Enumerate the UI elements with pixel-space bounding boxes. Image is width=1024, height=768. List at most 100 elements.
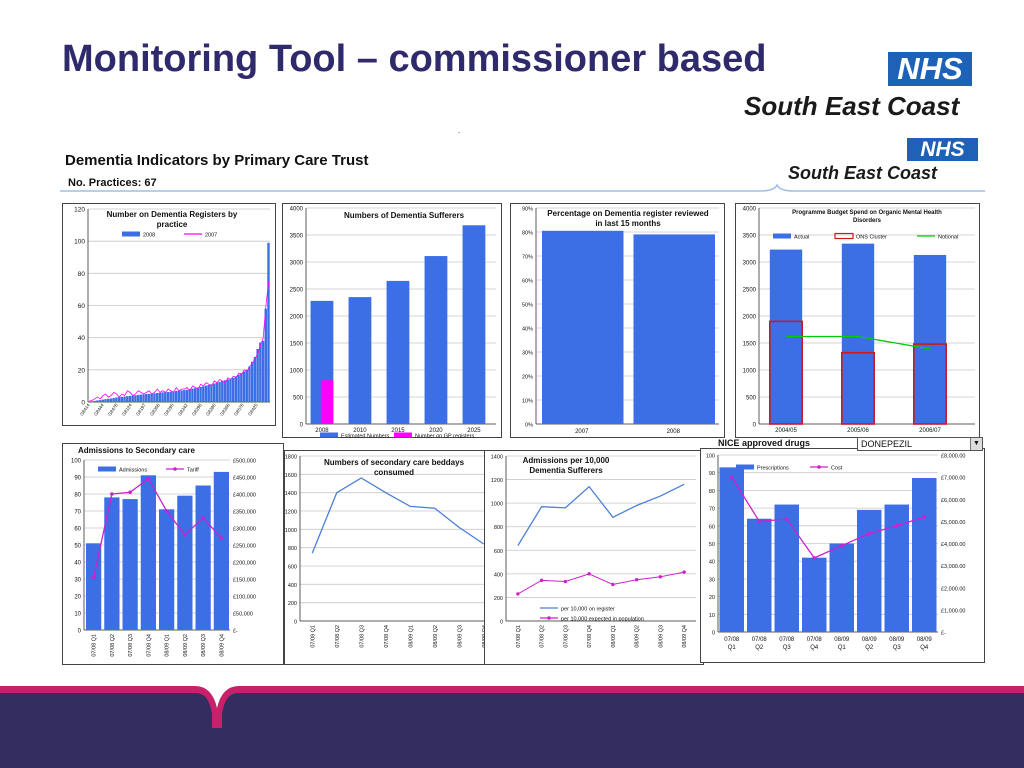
y-tick-label: 50% (522, 303, 533, 309)
y2-tick-label: £2,000.00 (941, 586, 965, 592)
x-tick-label: 07/08 (724, 637, 740, 643)
dashboard-divider (60, 184, 985, 192)
y-tick-label: 80% (522, 231, 533, 237)
y-tick-label: 40% (522, 327, 533, 333)
line-notional (786, 335, 931, 350)
bar-2008 (120, 396, 124, 402)
y2-tick-label: £- (941, 631, 946, 637)
y-tick-label: 90 (709, 471, 715, 477)
bar-2008 (253, 356, 257, 402)
bar-2008 (101, 399, 104, 402)
bar-2008 (153, 393, 156, 402)
population-point (539, 578, 544, 583)
y-tick-label: 80 (74, 493, 81, 499)
bar-2008 (166, 392, 170, 402)
bar-2008 (242, 371, 246, 402)
y-tick-label: 1500 (290, 342, 304, 348)
y2-tick-label: £5,000.00 (941, 520, 965, 526)
chart-percentage-reviewed: 0% 10% 20% 30% 40% 50% 60% 70% 80% 90% 2007 2008 Per… (510, 203, 725, 438)
drug-dropdown[interactable]: DONEPEZIL ▼ (857, 437, 983, 451)
chart-title: Programme Budget Spend on Organic Mental… (792, 210, 942, 216)
y-tick-label: 10% (522, 399, 533, 405)
bar-2008 (215, 382, 219, 402)
bar-2008 (145, 393, 148, 402)
tariff-point (110, 492, 114, 496)
y2-tick-label: £1,000.00 (941, 608, 965, 614)
bar-2008 (93, 400, 96, 402)
y-tick-label: 0 (294, 620, 297, 626)
legend-label: Notional (938, 234, 958, 240)
bar-2008 (250, 361, 254, 402)
line-beddays (311, 477, 485, 554)
bar-actual (913, 254, 947, 424)
line-per-population (517, 571, 685, 595)
bar-2008 (183, 390, 186, 402)
chart-dementia-sufferers: 0 500 1000 1500 2000 2500 3000 3500 4000 Numbers … (282, 203, 502, 438)
legend-swatch (834, 232, 854, 240)
y-tick-label: 0 (300, 423, 304, 429)
y2-tick-label: £300,000 (233, 527, 256, 533)
x-tick-label: 07/08 Q3 (359, 625, 365, 648)
bar-2008 (212, 383, 216, 402)
bar-ons-cluster (913, 343, 948, 425)
legend-marker (173, 467, 177, 471)
y-tick-label: 4000 (743, 207, 757, 213)
x-tick-label: 07/08 Q4 (146, 634, 152, 657)
x-tick-label: 07/08 Q3 (563, 625, 569, 648)
bar-2008 (115, 397, 118, 402)
bar-reviewed (633, 234, 715, 424)
bar-2008 (248, 366, 251, 402)
y-tick-label: 400 (494, 572, 503, 578)
x-tick-label: 2006/07 (919, 428, 941, 434)
y2-tick-label: £7,000.00 (941, 476, 965, 482)
x-tick-label: 2010 (353, 428, 367, 434)
y-tick-label: 100 (71, 459, 82, 465)
nhs-logo-badge: NHS (888, 52, 972, 86)
chart-dementia-registers: 0 20 40 60 80 100 120 Number on Dementia Regist… (62, 203, 276, 426)
bar-2008 (158, 392, 162, 402)
y-tick-label: 10 (709, 613, 715, 619)
x-tick-label: 07/08 Q1 (310, 625, 316, 648)
y-tick-label: 10 (74, 612, 81, 618)
chart-title: consumed (374, 468, 414, 477)
y-tick-label: 90 (74, 476, 81, 482)
bar-prescriptions (774, 504, 799, 632)
bar-2008 (188, 389, 191, 402)
bar-2008 (261, 340, 265, 402)
legend-label: per 10,000 expected in population (561, 616, 644, 622)
population-point (682, 570, 686, 574)
x-tick-label: 07/08 Q2 (540, 625, 546, 648)
x-tick-label: 08/09 Q1 (165, 634, 171, 657)
x-tick-label: 07/08 (779, 637, 795, 643)
tariff-point (164, 509, 169, 513)
x-tick-label: 08/09 Q3 (457, 625, 463, 648)
tariff-point (219, 536, 224, 540)
legend-label: Estimated Numbers (341, 433, 390, 438)
x-tick-label: Q4 (810, 645, 819, 651)
chart-title: Admissions per 10,000 (523, 456, 610, 465)
bar-2008 (193, 388, 197, 402)
bar-2008 (90, 401, 94, 402)
bar-estimated (424, 256, 448, 424)
legend-swatch (98, 466, 116, 472)
x-tick-label: 08/09 Q2 (433, 625, 439, 648)
y-tick-label: 500 (293, 396, 304, 402)
line-2007 (89, 281, 270, 402)
y-tick-label: 1000 (290, 369, 304, 375)
x-tick-label: 07/08 Q1 (516, 625, 522, 648)
bar-2008 (226, 379, 229, 402)
y-tick-label: 60 (78, 303, 86, 310)
population-point (563, 579, 568, 584)
y-tick-label: 1400 (491, 455, 503, 461)
chart-admissions-secondary-care: 0 10 20 30 40 50 60 70 80 90 100 £- £50,000 £100,000 £… (62, 443, 284, 665)
y2-tick-label: £150,000 (233, 578, 256, 584)
cost-point (894, 524, 899, 528)
bar-estimated (386, 280, 410, 424)
y-tick-label: 1400 (285, 491, 297, 497)
y-tick-label: 500 (746, 396, 757, 402)
y-tick-label: 600 (494, 549, 503, 555)
chart-title: Disorders (853, 218, 882, 224)
bar-2008 (128, 395, 132, 402)
chevron-down-icon[interactable]: ▼ (970, 438, 982, 450)
population-point (516, 592, 520, 596)
